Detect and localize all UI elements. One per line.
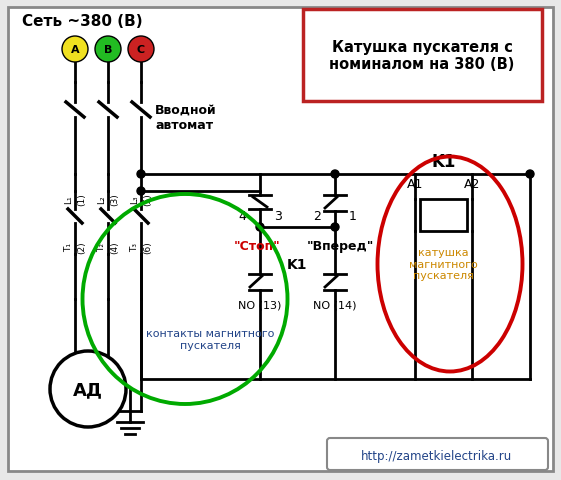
Text: (4): (4) <box>110 241 119 254</box>
Circle shape <box>526 171 534 179</box>
Bar <box>420 200 467 231</box>
Text: NO (14): NO (14) <box>313 300 357 309</box>
Text: контакты магнитного
пускателя: контакты магнитного пускателя <box>146 328 274 350</box>
Circle shape <box>137 171 145 179</box>
FancyBboxPatch shape <box>327 438 548 470</box>
Text: 2: 2 <box>313 210 321 223</box>
Circle shape <box>331 171 339 179</box>
Text: A: A <box>71 45 79 55</box>
Text: T₂: T₂ <box>97 243 106 252</box>
Text: A2: A2 <box>464 178 480 191</box>
Text: A1: A1 <box>407 178 423 191</box>
Circle shape <box>95 37 121 63</box>
Text: 3: 3 <box>274 210 282 223</box>
Text: 4: 4 <box>238 210 246 223</box>
Text: http://zametkielectrika.ru: http://zametkielectrika.ru <box>361 450 513 463</box>
Text: T₁: T₁ <box>64 243 73 252</box>
Text: 1: 1 <box>349 210 357 223</box>
Text: АД: АД <box>73 380 103 398</box>
Text: Катушка пускателя с
номиналом на 380 (В): Катушка пускателя с номиналом на 380 (В) <box>329 40 514 72</box>
Circle shape <box>256 224 264 231</box>
Circle shape <box>50 351 126 427</box>
Text: (5): (5) <box>143 193 152 206</box>
Text: NO (13): NO (13) <box>238 300 282 309</box>
Text: (1): (1) <box>77 193 86 206</box>
Text: (3): (3) <box>110 193 119 206</box>
Circle shape <box>62 37 88 63</box>
Text: L₁: L₁ <box>64 195 73 204</box>
Text: (6): (6) <box>143 241 152 254</box>
Text: B: B <box>104 45 112 55</box>
Text: "Стоп": "Стоп" <box>233 240 280 252</box>
Text: C: C <box>137 45 145 55</box>
Circle shape <box>137 188 145 195</box>
Text: K1: K1 <box>431 153 456 171</box>
Text: Вводной
автомат: Вводной автомат <box>155 104 217 132</box>
FancyBboxPatch shape <box>303 10 542 102</box>
Text: катушка
магнитного
пускателя: катушка магнитного пускателя <box>409 248 478 281</box>
Text: K1: K1 <box>287 257 308 271</box>
Text: (2): (2) <box>77 241 86 254</box>
Circle shape <box>128 37 154 63</box>
Text: T₃: T₃ <box>130 243 139 252</box>
Text: L₂: L₂ <box>97 195 106 204</box>
Text: L₃: L₃ <box>130 195 139 204</box>
Circle shape <box>331 224 339 231</box>
Text: Сеть ~380 (В): Сеть ~380 (В) <box>22 14 142 29</box>
Text: "Вперед": "Вперед" <box>306 240 374 252</box>
